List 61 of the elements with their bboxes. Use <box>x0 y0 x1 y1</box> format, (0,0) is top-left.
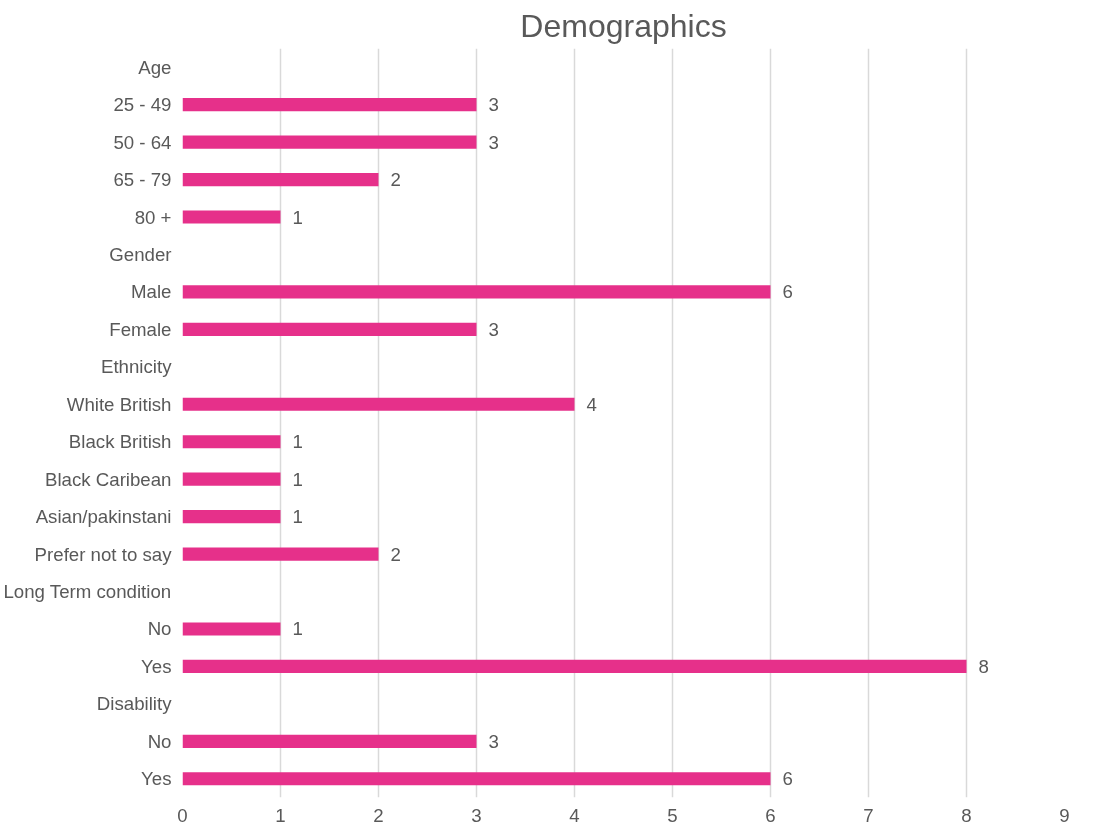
y-tick-label: Gender <box>109 243 172 265</box>
data-label: 2 <box>390 543 401 565</box>
data-label: 2 <box>390 169 401 191</box>
bar <box>182 472 281 486</box>
bar <box>182 173 379 187</box>
y-tick-label: White British <box>66 393 172 415</box>
data-label: 8 <box>978 655 989 677</box>
bar <box>182 734 477 748</box>
x-tick-label: 6 <box>765 804 776 826</box>
bar <box>182 322 477 336</box>
y-tick-label: Age <box>138 56 172 78</box>
data-label: 1 <box>292 206 303 228</box>
bar <box>182 135 477 149</box>
data-label: 1 <box>292 468 303 490</box>
bar <box>182 772 771 786</box>
bar <box>182 435 281 449</box>
y-tick-label: No <box>147 730 172 752</box>
y-tick-label: Male <box>131 281 172 303</box>
data-label: 1 <box>292 431 303 453</box>
bar <box>182 510 281 524</box>
y-tick-label: Black Caribean <box>44 468 172 490</box>
y-tick-label: Disability <box>96 693 173 715</box>
x-tick-label: 8 <box>961 804 972 826</box>
data-label: 3 <box>488 131 499 153</box>
y-tick-label: Prefer not to say <box>34 543 173 565</box>
x-tick-label: 3 <box>471 804 482 826</box>
data-label: 1 <box>292 506 303 528</box>
y-tick-label: Long Term condition <box>3 581 172 603</box>
data-label: 6 <box>782 281 793 303</box>
y-tick-label: 80 + <box>134 206 172 228</box>
y-tick-label: Black British <box>68 431 172 453</box>
x-tick-label: 1 <box>275 804 286 826</box>
bar <box>182 285 771 299</box>
y-tick-label: 25 - 49 <box>113 94 172 116</box>
y-tick-label: Female <box>109 318 172 340</box>
y-tick-label: Ethnicity <box>100 356 173 378</box>
y-tick-label: No <box>147 618 172 640</box>
chart-title: Demographics <box>520 7 727 44</box>
x-tick-label: 5 <box>667 804 678 826</box>
data-label: 3 <box>488 730 499 752</box>
bar <box>182 397 575 411</box>
x-tick-label: 0 <box>177 804 188 826</box>
y-tick-label: Yes <box>141 655 172 677</box>
x-tick-label: 2 <box>373 804 384 826</box>
data-label: 6 <box>782 768 793 790</box>
y-tick-label: 65 - 79 <box>113 169 172 191</box>
y-tick-label: Asian/pakinstani <box>35 506 172 528</box>
bar <box>182 547 379 561</box>
y-tick-label: 50 - 64 <box>113 131 172 153</box>
bar <box>182 98 477 112</box>
x-tick-label: 4 <box>569 804 580 826</box>
bar <box>182 659 967 673</box>
data-label: 3 <box>488 94 499 116</box>
data-label: 1 <box>292 618 303 640</box>
bar <box>182 622 281 636</box>
data-label: 3 <box>488 318 499 340</box>
x-tick-label: 7 <box>863 804 874 826</box>
bar <box>182 210 281 224</box>
x-tick-label: 9 <box>1059 804 1070 826</box>
y-tick-label: Yes <box>141 768 172 790</box>
data-label: 4 <box>586 393 597 415</box>
